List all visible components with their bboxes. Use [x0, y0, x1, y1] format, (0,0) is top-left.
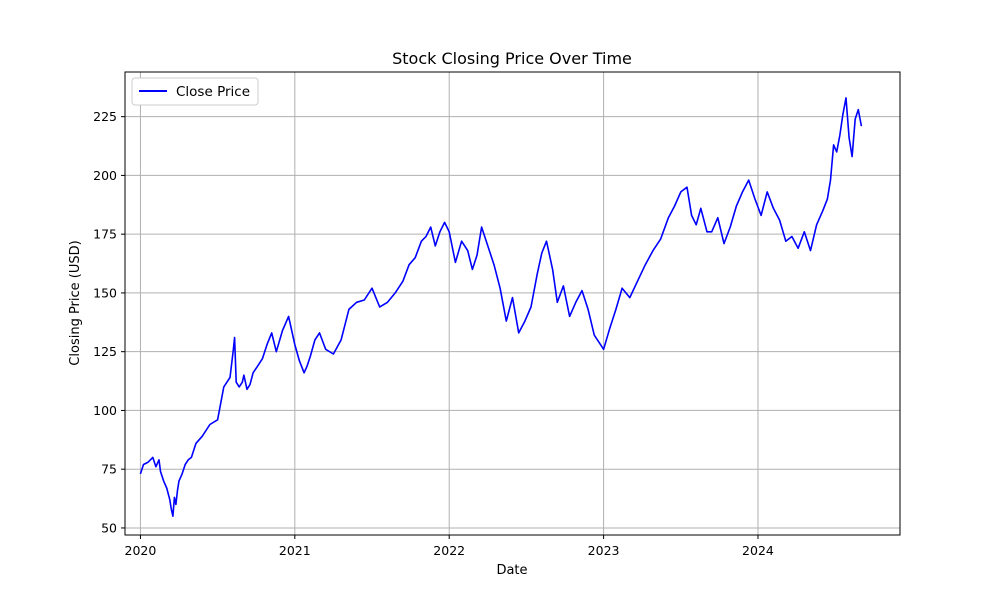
plot-area-frame: [124, 71, 901, 536]
chart-title: Stock Closing Price Over Time: [392, 49, 632, 68]
grid: [125, 72, 900, 535]
series-line-close-price: [139, 97, 863, 517]
x-tick-label: 2024: [742, 543, 774, 558]
x-tick-label: 2021: [279, 543, 311, 558]
x-tick-label: 2022: [433, 543, 465, 558]
legend: Close Price: [131, 77, 259, 106]
y-tick-label: 75: [101, 462, 117, 477]
legend-box: [131, 77, 259, 106]
legend-label: Close Price: [176, 84, 250, 100]
series-layer: [139, 97, 863, 517]
x-axis-label: Date: [496, 563, 527, 578]
x-axis: 2020 2021 2022 2023 2024: [125, 535, 774, 558]
y-tick-label: 225: [93, 109, 117, 124]
y-axis: 50 75 100 125 150 175 200 225: [93, 109, 125, 535]
y-tick-label: 200: [93, 168, 117, 183]
y-tick-label: 175: [93, 227, 117, 242]
x-tick-label: 2020: [125, 543, 157, 558]
y-axis-label: Closing Price (USD): [68, 240, 83, 365]
x-tick-label: 2023: [588, 543, 620, 558]
y-tick-label: 125: [93, 344, 117, 359]
y-tick-label: 50: [101, 520, 117, 535]
y-tick-label: 100: [93, 403, 117, 418]
y-tick-label: 150: [93, 285, 117, 300]
